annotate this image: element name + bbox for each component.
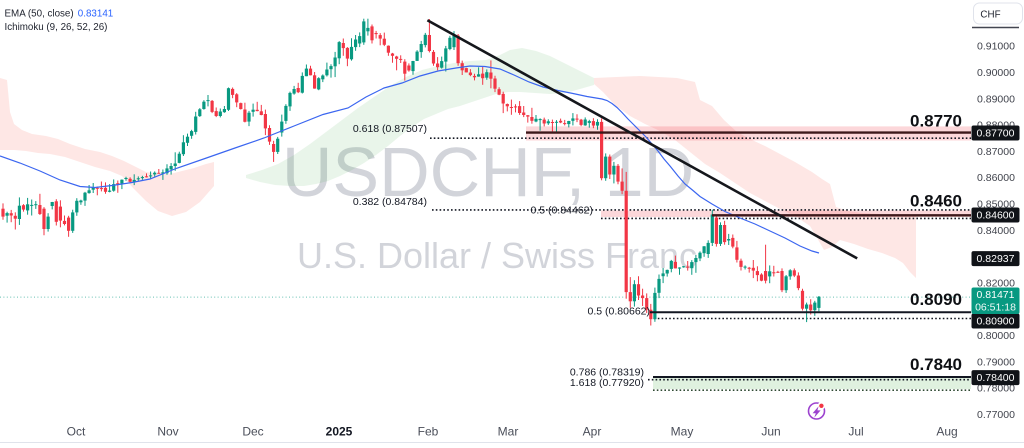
svg-text:0.77000: 0.77000 bbox=[977, 409, 1015, 421]
svg-text:0.8090: 0.8090 bbox=[910, 290, 962, 309]
svg-text:0.86000: 0.86000 bbox=[977, 172, 1015, 184]
svg-text:0.5 (0.84462): 0.5 (0.84462) bbox=[531, 204, 593, 216]
svg-text:U.S. Dollar / Swiss Franc: U.S. Dollar / Swiss Franc bbox=[297, 235, 697, 276]
svg-text:Feb: Feb bbox=[418, 425, 439, 439]
svg-text:Apr: Apr bbox=[583, 425, 602, 439]
svg-text:Jul: Jul bbox=[848, 425, 863, 439]
svg-text:0.87000: 0.87000 bbox=[977, 146, 1015, 158]
svg-text:0.8460: 0.8460 bbox=[910, 192, 962, 211]
svg-text:Oct: Oct bbox=[67, 425, 86, 439]
svg-text:0.91000: 0.91000 bbox=[977, 41, 1015, 53]
svg-text:Nov: Nov bbox=[157, 425, 178, 439]
svg-text:06:51:18: 06:51:18 bbox=[975, 301, 1016, 313]
svg-text:Aug: Aug bbox=[936, 425, 957, 439]
svg-text:Dec: Dec bbox=[242, 425, 263, 439]
svg-text:0.84000: 0.84000 bbox=[977, 225, 1015, 237]
svg-text:0.79000: 0.79000 bbox=[977, 356, 1015, 368]
svg-text:0.786 (0.78319): 0.786 (0.78319) bbox=[570, 367, 644, 379]
svg-text:0.84600: 0.84600 bbox=[977, 210, 1015, 222]
svg-text:0.78000: 0.78000 bbox=[977, 383, 1015, 395]
svg-text:1.618 (0.77920): 1.618 (0.77920) bbox=[570, 377, 644, 389]
svg-text:Jun: Jun bbox=[761, 425, 780, 439]
svg-text:0.80900: 0.80900 bbox=[977, 316, 1015, 328]
svg-text:0.90000: 0.90000 bbox=[977, 67, 1015, 79]
svg-text:0.89000: 0.89000 bbox=[977, 93, 1015, 105]
svg-text:Ichimoku (9, 26, 52, 26): Ichimoku (9, 26, 52, 26) bbox=[5, 22, 108, 33]
svg-text:0.382 (0.84784): 0.382 (0.84784) bbox=[353, 196, 427, 208]
svg-text:2025: 2025 bbox=[326, 425, 353, 439]
svg-text:0.5 (0.80662): 0.5 (0.80662) bbox=[588, 305, 650, 317]
svg-text:0.8770: 0.8770 bbox=[910, 111, 962, 130]
svg-text:0.83141: 0.83141 bbox=[78, 9, 113, 20]
svg-text:EMA (50, close): EMA (50, close) bbox=[5, 9, 74, 20]
svg-text:0.618 (0.87507): 0.618 (0.87507) bbox=[353, 123, 427, 135]
svg-text:0.87700: 0.87700 bbox=[977, 128, 1015, 140]
svg-text:0.81471: 0.81471 bbox=[977, 289, 1015, 301]
svg-text:0.78400: 0.78400 bbox=[977, 372, 1015, 384]
svg-text:May: May bbox=[671, 425, 694, 439]
svg-text:Mar: Mar bbox=[498, 425, 519, 439]
svg-text:0.82000: 0.82000 bbox=[977, 278, 1015, 290]
svg-text:0.80000: 0.80000 bbox=[977, 330, 1015, 342]
svg-text:0.7840: 0.7840 bbox=[910, 355, 962, 374]
svg-text:0.82937: 0.82937 bbox=[977, 253, 1015, 265]
svg-text:CHF: CHF bbox=[980, 10, 1000, 21]
